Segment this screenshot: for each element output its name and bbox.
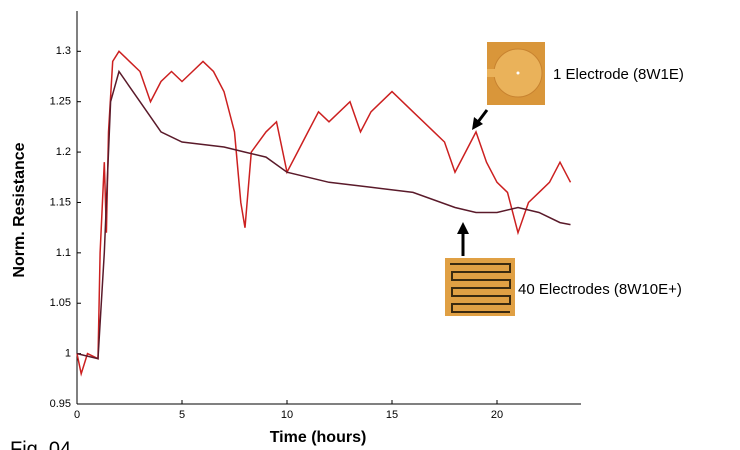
y-axis-label: Norm. Resistance — [11, 142, 28, 277]
y-tick-label: 1.1 — [56, 247, 71, 259]
series-line — [76, 50, 572, 377]
series-line — [76, 69, 571, 360]
x-tick-label: 15 — [386, 409, 398, 421]
annotation: 40 Electrodes (8W10E+) — [518, 281, 682, 298]
arrow — [457, 109, 489, 256]
x-tick-label: 5 — [179, 409, 185, 421]
x-tick-label: 10 — [281, 409, 293, 421]
y-tick-label: 1.3 — [56, 45, 71, 57]
x-tick-label: 0 — [74, 409, 80, 421]
caption: Fig. 04 — [10, 438, 71, 450]
x-axis-label: Time (hours) — [270, 429, 367, 446]
electrode-image-1 — [487, 42, 545, 105]
x-tick-label: 20 — [491, 409, 503, 421]
annotation: 1 Electrode (8W1E) — [553, 66, 684, 83]
y-tick-label: 1 — [65, 348, 71, 360]
y-tick-label: 1.05 — [50, 297, 71, 309]
y-tick-label: 1.25 — [50, 96, 71, 108]
y-tick-label: 0.95 — [50, 398, 71, 410]
y-tick-label: 1.15 — [50, 196, 71, 208]
y-tick-label: 1.2 — [56, 146, 71, 158]
electrode-image-40 — [445, 258, 515, 316]
